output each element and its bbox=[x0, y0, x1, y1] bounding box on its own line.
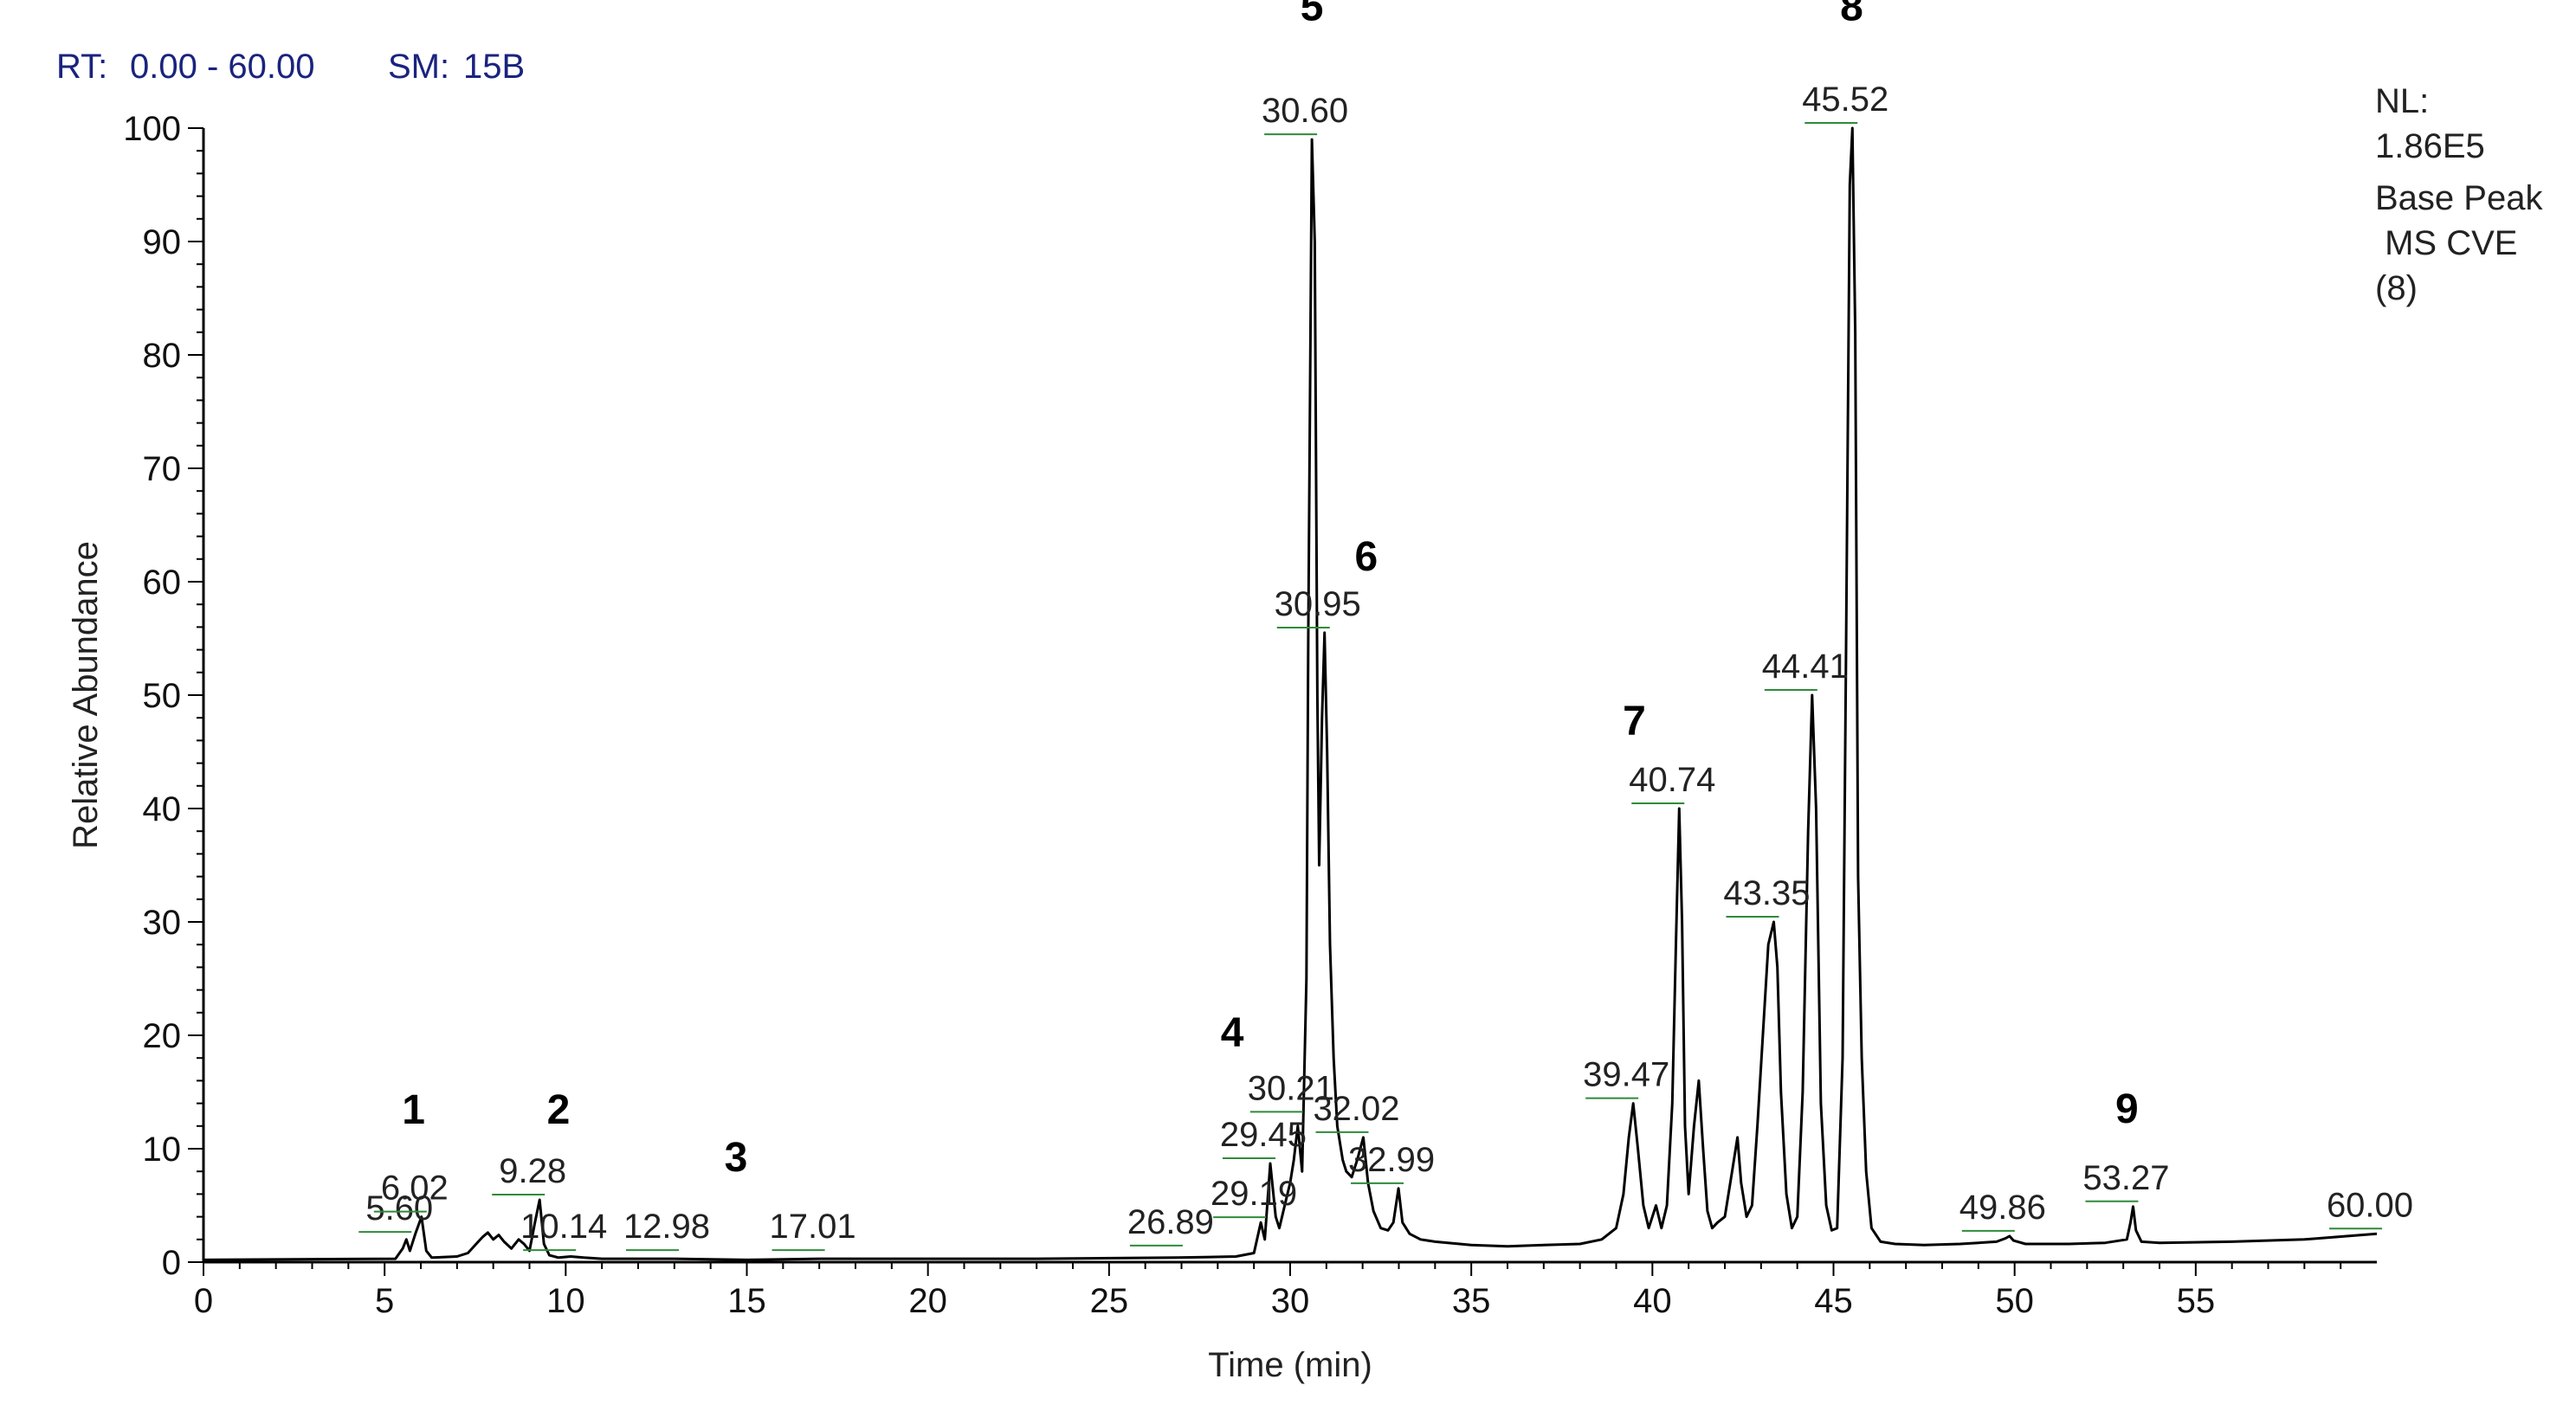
peak-number: 5 bbox=[1301, 0, 1324, 30]
y-tick-label: 0 bbox=[162, 1244, 181, 1282]
peak-rt-label: 53.27 bbox=[2082, 1159, 2169, 1197]
peak-label: 49.86 bbox=[1959, 1189, 2046, 1232]
peak-rt-label: 44.41 bbox=[1762, 648, 1849, 686]
peak-rt-label: 5.60 bbox=[365, 1189, 433, 1227]
y-tick-label: 80 bbox=[143, 337, 182, 375]
y-tick-label: 70 bbox=[143, 450, 182, 488]
peak-label: 29.19 bbox=[1211, 1175, 1297, 1219]
sm-value: 15B bbox=[463, 48, 525, 86]
rt-range: 0.00 - 60.00 bbox=[130, 48, 315, 86]
peak-rt-label: 39.47 bbox=[1583, 1056, 1669, 1094]
peak-rt-label: 6.02 bbox=[381, 1169, 449, 1208]
peak-label: 17.01 bbox=[770, 1208, 856, 1252]
peak-rt-label: 10.14 bbox=[520, 1208, 607, 1246]
peak-rt-label: 30.95 bbox=[1275, 585, 1361, 623]
x-minor-ticks bbox=[238, 1262, 2342, 1269]
peak-label: 40.74 bbox=[1629, 761, 1715, 804]
peak-number: 1 bbox=[402, 1087, 425, 1133]
y-ticks: 0 10 20 30 40 50 60 70 80 90 100 bbox=[123, 110, 203, 1282]
peak-number: 4 bbox=[1221, 1010, 1244, 1056]
rt-label: RT: bbox=[56, 48, 107, 86]
peak-label: 45.52 bbox=[1802, 81, 1888, 124]
peak-number: 2 bbox=[547, 1087, 571, 1133]
peak-rt-label: 26.89 bbox=[1127, 1203, 1214, 1241]
x-tick-label: 50 bbox=[1995, 1282, 2034, 1320]
peak-rt-label: 9.28 bbox=[499, 1152, 566, 1190]
peak-label: 9.28 bbox=[492, 1152, 566, 1195]
peak-rt-label: 17.01 bbox=[770, 1208, 856, 1246]
chromatogram-trace bbox=[203, 126, 2378, 1261]
y-tick-label: 60 bbox=[143, 564, 182, 602]
peak-rt-label: 45.52 bbox=[1802, 81, 1888, 119]
peak-numbers: 1 2 3 4 5 6 7 8 9 bbox=[402, 0, 2138, 1181]
peak-label: 30.21 bbox=[1248, 1069, 1334, 1113]
peak-rt-label: 29.19 bbox=[1211, 1175, 1297, 1213]
y-tick-label: 50 bbox=[143, 677, 182, 715]
peak-rt-label: 32.99 bbox=[1348, 1141, 1435, 1179]
x-tick-label: 10 bbox=[546, 1282, 585, 1320]
peak-rt-label: 32.02 bbox=[1313, 1090, 1399, 1128]
peak-rt-label: 43.35 bbox=[1723, 874, 1810, 912]
peak-rt-label: 30.60 bbox=[1262, 92, 1348, 130]
peak-rt-label: 49.86 bbox=[1959, 1189, 2046, 1227]
y-tick-label: 40 bbox=[143, 790, 182, 828]
peak-number: 3 bbox=[725, 1135, 748, 1181]
x-ticks: 0 5 10 15 20 25 30 35 40 45 50 55 bbox=[194, 1262, 2215, 1320]
x-tick-label: 45 bbox=[1814, 1282, 1853, 1320]
peak-label: 30.60 bbox=[1262, 92, 1348, 136]
y-tick-label: 100 bbox=[123, 110, 181, 148]
x-tick-label: 0 bbox=[194, 1282, 213, 1320]
peak-number: 9 bbox=[2115, 1086, 2139, 1132]
peak-label: 10.14 bbox=[520, 1208, 607, 1252]
y-tick-label: 30 bbox=[143, 904, 182, 942]
info-scan-filter: (8) bbox=[2375, 269, 2418, 307]
y-tick-label: 20 bbox=[143, 1017, 182, 1055]
peak-number: 8 bbox=[1840, 0, 1863, 30]
x-tick-label: 15 bbox=[727, 1282, 766, 1320]
nl-value: 1.86E5 bbox=[2375, 127, 2485, 165]
peak-label: 39.47 bbox=[1583, 1056, 1669, 1099]
peak-label: 12.98 bbox=[623, 1208, 710, 1252]
peak-rt-label: 29.45 bbox=[1220, 1116, 1307, 1154]
peak-label: 44.41 bbox=[1762, 648, 1849, 691]
peak-label: 53.27 bbox=[2082, 1159, 2170, 1202]
y-tick-label: 10 bbox=[143, 1131, 182, 1169]
x-tick-label: 20 bbox=[908, 1282, 947, 1320]
peak-label: 6.02 bbox=[373, 1169, 449, 1213]
peak-rt-label: 12.98 bbox=[623, 1208, 710, 1246]
x-tick-label: 5 bbox=[375, 1282, 394, 1320]
nl-label: NL: bbox=[2375, 82, 2429, 120]
sm-label: SM: bbox=[388, 48, 449, 86]
peak-label: 26.89 bbox=[1127, 1203, 1214, 1247]
peak-number: 6 bbox=[1354, 534, 1378, 580]
peak-label: 60.00 bbox=[2327, 1186, 2413, 1230]
peak-label: 5.60 bbox=[358, 1189, 433, 1234]
peak-rt-label: 60.00 bbox=[2327, 1186, 2413, 1224]
y-tick-label: 90 bbox=[143, 223, 182, 261]
info-ms-mode: MS CVE bbox=[2375, 224, 2517, 262]
peak-rt-label: 40.74 bbox=[1629, 761, 1715, 799]
x-tick-label: 55 bbox=[2177, 1282, 2216, 1320]
x-tick-label: 35 bbox=[1452, 1282, 1491, 1320]
peak-label: 32.99 bbox=[1348, 1141, 1435, 1184]
x-axis-title: Time (min) bbox=[1208, 1346, 1372, 1384]
x-tick-label: 25 bbox=[1090, 1282, 1129, 1320]
peak-label: 30.95 bbox=[1275, 585, 1361, 628]
peak-label: 43.35 bbox=[1723, 874, 1811, 918]
peak-label: 29.45 bbox=[1220, 1116, 1307, 1160]
peak-label: 32.02 bbox=[1313, 1090, 1400, 1133]
x-tick-label: 40 bbox=[1633, 1282, 1672, 1320]
y-axis-title: Relative Abundance bbox=[67, 541, 105, 849]
peak-number: 7 bbox=[1623, 699, 1646, 744]
x-tick-label: 30 bbox=[1271, 1282, 1310, 1320]
info-scan-type: Base Peak bbox=[2375, 179, 2543, 217]
peak-rt-label: 30.21 bbox=[1248, 1069, 1334, 1107]
